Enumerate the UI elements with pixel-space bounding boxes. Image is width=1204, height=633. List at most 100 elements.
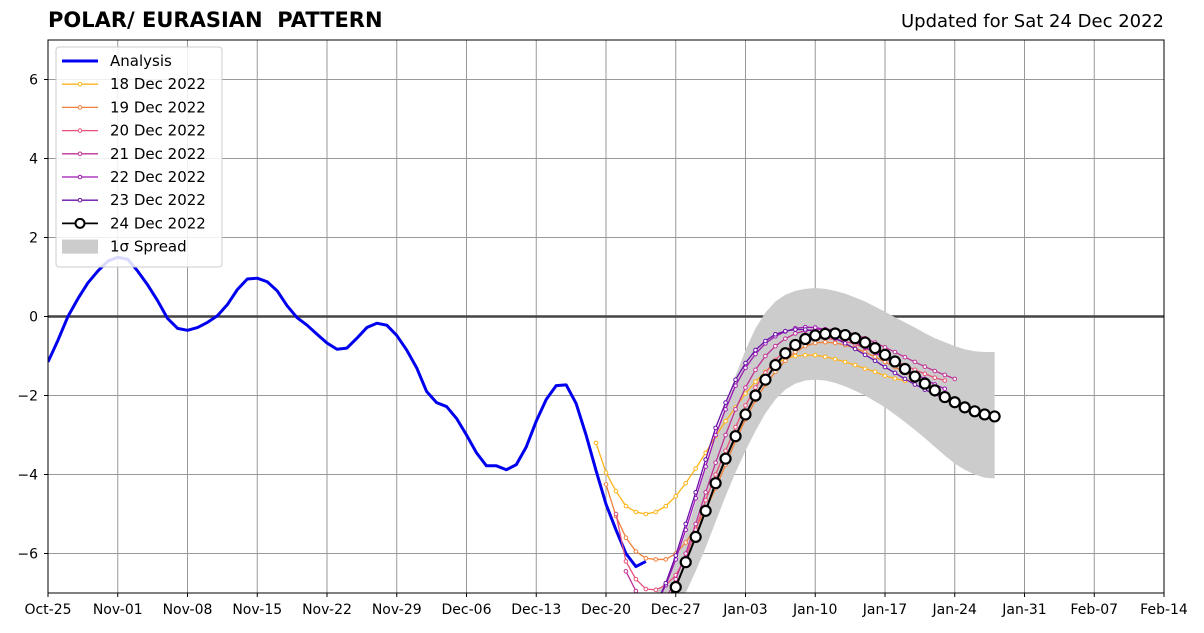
x-tick-label: Feb-07 xyxy=(1070,602,1118,618)
x-tick-label: Nov-15 xyxy=(232,602,282,618)
forecast-point xyxy=(842,359,848,365)
x-tick-label: Nov-22 xyxy=(302,602,352,618)
forecast-point xyxy=(783,358,788,364)
forecast-point xyxy=(789,338,802,352)
forecast-point xyxy=(793,331,798,336)
forecast-point xyxy=(723,418,728,424)
forecast-point xyxy=(743,391,748,396)
x-tick-label: Jan-03 xyxy=(722,602,767,618)
legend-entry: 18 Dec 2022 xyxy=(62,75,206,93)
forecast-point xyxy=(839,328,852,342)
legend-label: 24 Dec 2022 xyxy=(110,214,206,232)
forecast-point xyxy=(733,407,738,412)
forecast-point xyxy=(633,576,639,582)
legend-marker xyxy=(77,128,83,133)
chart-title: POLAR/ EURASIAN PATTERN xyxy=(48,8,383,32)
forecast-point xyxy=(643,511,649,517)
x-tick-label: Oct-25 xyxy=(24,602,71,618)
legend-label: 1σ Spread xyxy=(110,238,187,256)
forecast-point xyxy=(793,353,798,359)
forecast-point xyxy=(693,466,698,471)
forecast-point xyxy=(918,377,931,390)
forecast-point xyxy=(892,376,898,381)
forecast-point xyxy=(603,470,609,475)
forecast-point xyxy=(872,358,878,364)
forecast-point xyxy=(799,332,812,346)
forecast-point xyxy=(749,389,762,402)
forecast-point xyxy=(699,504,712,517)
forecast-point xyxy=(852,362,858,368)
forecast-point xyxy=(912,382,918,387)
forecast-point xyxy=(663,580,669,586)
forecast-point xyxy=(759,373,772,386)
forecast-point xyxy=(623,503,629,509)
legend-label: 18 Dec 2022 xyxy=(110,75,206,93)
forecast-point xyxy=(683,521,689,527)
forecast-point xyxy=(703,497,708,503)
forecast-point xyxy=(878,348,892,361)
x-tick-label: Nov-29 xyxy=(372,602,422,618)
forecast-series xyxy=(669,327,1001,593)
chart-subtitle: Updated for Sat 24 Dec 2022 xyxy=(900,11,1164,32)
legend-marker xyxy=(77,105,83,110)
forecast-point xyxy=(603,482,609,487)
forecast-point xyxy=(703,489,708,495)
forecast-point xyxy=(663,503,669,509)
forecast-point xyxy=(689,530,702,544)
forecast-point xyxy=(882,364,888,370)
forecast-point xyxy=(763,353,768,359)
legend-marker xyxy=(77,81,83,87)
forecast-point xyxy=(952,376,958,382)
forecast-point xyxy=(862,366,868,371)
forecast-point xyxy=(679,556,692,569)
forecast-point xyxy=(653,587,659,593)
forecast-point xyxy=(733,383,738,388)
legend-entry: 22 Dec 2022 xyxy=(62,168,206,186)
forecast-point xyxy=(882,345,888,350)
forecast-point xyxy=(613,488,619,494)
forecast-point xyxy=(623,559,629,564)
forecast-point xyxy=(822,354,828,360)
forecast-point xyxy=(932,375,938,381)
forecast-point xyxy=(802,327,808,332)
y-tick-label: 4 xyxy=(29,152,38,168)
forecast-point xyxy=(868,342,882,355)
legend-box xyxy=(55,46,223,268)
y-axis-ticks: −6 −4 −2 0 2 4 6 xyxy=(17,73,48,563)
legend-entry: 1σ Spread xyxy=(62,238,187,256)
forecast-point xyxy=(719,452,732,465)
forecast-point xyxy=(753,347,758,353)
forecast-point xyxy=(633,588,639,593)
forecast-point xyxy=(743,365,748,371)
forecast-point xyxy=(892,370,898,376)
legend-marker xyxy=(74,217,86,229)
forecast-point xyxy=(872,369,878,375)
forecast-point xyxy=(739,408,752,421)
analysis-line xyxy=(48,255,647,569)
x-tick-label: Dec-27 xyxy=(651,602,701,618)
forecast-point xyxy=(888,355,902,368)
forecast-point xyxy=(723,432,728,438)
forecast-point xyxy=(683,540,689,545)
legend-marker xyxy=(77,197,83,203)
x-tick-label: Nov-08 xyxy=(163,602,213,618)
forecast-point xyxy=(664,597,668,601)
forecast-point xyxy=(812,340,818,346)
legend: Analysis 18 Dec 2022 19 Dec 2022 20 Dec 202… xyxy=(55,46,223,268)
forecast-point xyxy=(683,480,689,486)
forecast-point xyxy=(644,611,648,615)
forecast-point xyxy=(723,448,728,454)
legend-label: 23 Dec 2022 xyxy=(110,191,206,209)
forecast-point xyxy=(673,553,679,558)
legend-label: 21 Dec 2022 xyxy=(110,145,206,163)
legend-marker xyxy=(77,151,83,157)
forecast-point xyxy=(978,408,991,421)
forecast-point xyxy=(673,576,679,582)
forecast-point xyxy=(922,371,928,377)
series-lines xyxy=(48,255,1001,615)
forecast-point xyxy=(773,343,778,349)
x-tick-label: Jan-10 xyxy=(792,602,837,618)
forecast-point xyxy=(988,410,1001,423)
x-axis-ticks: Oct-25 Nov-01 Nov-08 Nov-15 Nov-22 Nov-29 Dec-… xyxy=(24,593,1188,618)
